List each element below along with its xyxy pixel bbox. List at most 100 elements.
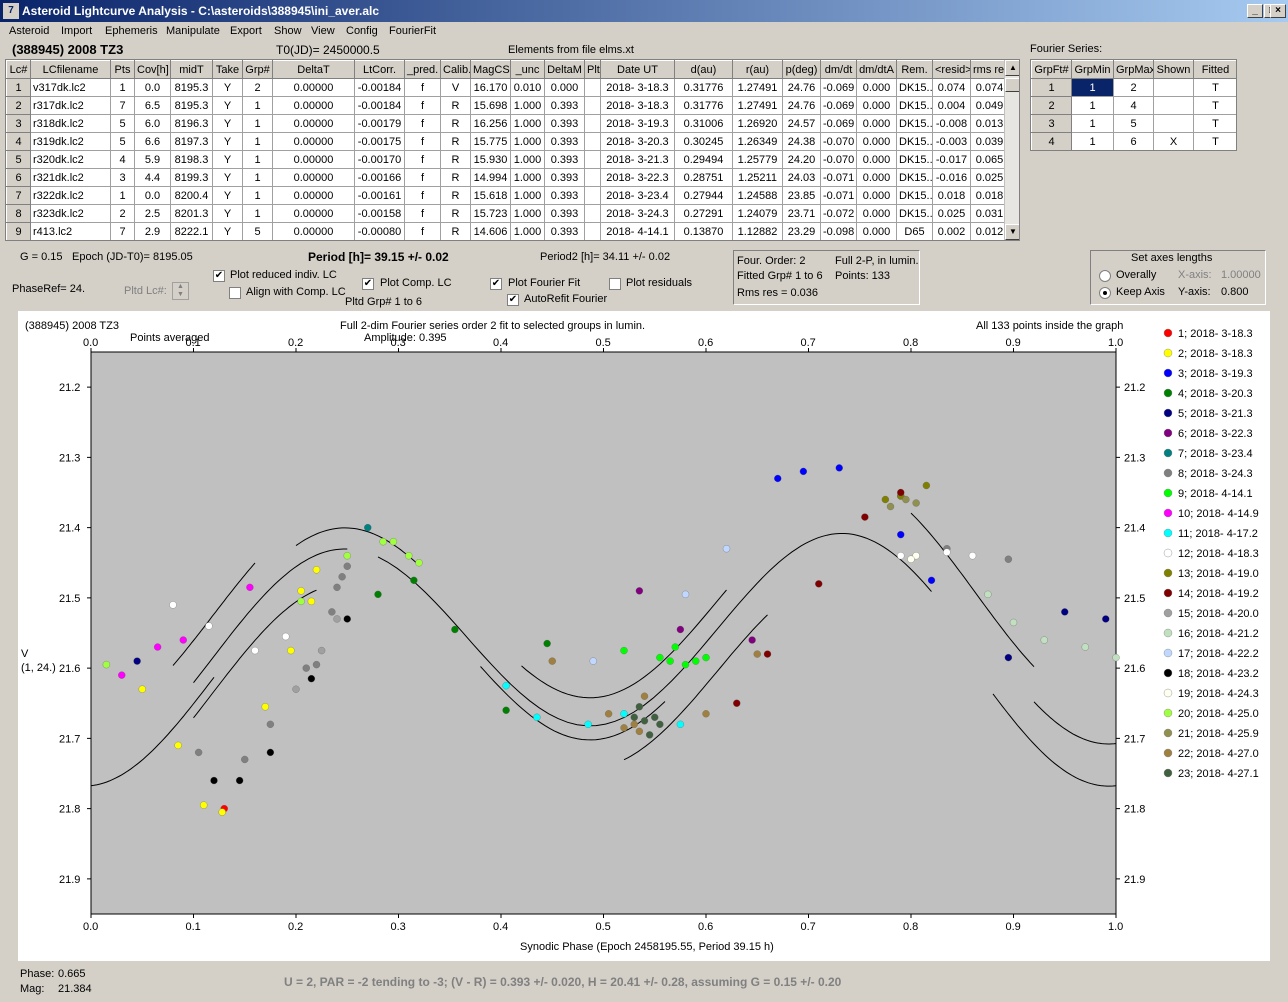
- xaxis-value[interactable]: 1.00000: [1221, 269, 1261, 281]
- table-cell[interactable]: 8195.3: [170, 78, 213, 97]
- table-row[interactable]: 4 r319dk.lc2 5 6.6 8197.3 Y 1 0.00000 -0.00175 f R…: [6, 132, 1009, 151]
- table-cell[interactable]: 24.57: [782, 114, 821, 133]
- table-cell[interactable]: 2018- 4-14.1: [600, 222, 675, 240]
- table-cell[interactable]: R: [440, 114, 471, 133]
- table-cell[interactable]: [584, 186, 601, 205]
- data-point[interactable]: [681, 660, 690, 669]
- fourier-col-header[interactable]: Fitted: [1193, 60, 1236, 79]
- table-cell[interactable]: 0.018: [970, 186, 1009, 205]
- lc-col-header[interactable]: p(deg): [782, 60, 821, 79]
- data-point[interactable]: [343, 615, 351, 623]
- data-point[interactable]: [984, 590, 992, 599]
- lc-col-header[interactable]: midT: [170, 60, 213, 79]
- data-point[interactable]: [502, 682, 510, 690]
- table-row[interactable]: 2 r317dk.lc2 7 6.5 8195.3 Y 1 0.00000 -0.00184 f R…: [6, 96, 1009, 115]
- data-point[interactable]: [753, 650, 761, 658]
- table-cell[interactable]: 0.30245: [674, 132, 733, 151]
- data-point[interactable]: [451, 625, 459, 634]
- table-cell[interactable]: 0.00000: [272, 132, 355, 151]
- table-cell[interactable]: r320dk.lc2: [30, 150, 111, 169]
- table-cell[interactable]: X: [1153, 132, 1194, 150]
- table-cell[interactable]: 0.393: [544, 96, 585, 115]
- table-cell[interactable]: 1: [110, 78, 135, 97]
- table-cell[interactable]: Y: [212, 96, 243, 115]
- overally-radio[interactable]: [1099, 270, 1111, 282]
- table-cell[interactable]: 0.27291: [674, 204, 733, 223]
- table-cell[interactable]: 1.24588: [732, 186, 783, 205]
- table-cell[interactable]: 0.004: [932, 96, 971, 115]
- lc-col-header[interactable]: Date UT: [600, 60, 675, 79]
- data-point[interactable]: [297, 597, 305, 606]
- table-cell[interactable]: 4: [1113, 96, 1154, 115]
- table-cell[interactable]: V: [440, 78, 471, 97]
- table-cell[interactable]: 1: [242, 132, 273, 151]
- table-cell[interactable]: [584, 150, 601, 169]
- table-cell[interactable]: 0.13870: [674, 222, 733, 240]
- table-cell[interactable]: f: [404, 96, 441, 115]
- table-cell[interactable]: 0.0: [134, 78, 171, 97]
- table-cell[interactable]: Y: [212, 150, 243, 169]
- menu-ephemeris[interactable]: Ephemeris: [105, 25, 158, 37]
- table-cell[interactable]: 2018- 3-24.3: [600, 204, 675, 223]
- data-point[interactable]: [640, 692, 649, 700]
- menu-view[interactable]: View: [311, 25, 335, 37]
- data-point[interactable]: [635, 703, 644, 711]
- table-cell[interactable]: 0.000: [856, 132, 897, 151]
- table-cell[interactable]: 0.00000: [272, 78, 355, 97]
- data-point[interactable]: [292, 685, 300, 693]
- table-cell[interactable]: 1: [1071, 114, 1114, 133]
- data-point[interactable]: [620, 646, 628, 655]
- table-cell[interactable]: r413.lc2: [30, 222, 111, 240]
- lc-col-header[interactable]: dm/dtA: [856, 60, 897, 79]
- table-cell[interactable]: 0.00000: [272, 186, 355, 205]
- table-cell[interactable]: f: [404, 78, 441, 97]
- row-header[interactable]: 9: [6, 222, 31, 240]
- lc-col-header[interactable]: <resid>: [932, 60, 971, 79]
- data-point[interactable]: [102, 660, 111, 669]
- align-comp-checkbox[interactable]: [229, 287, 241, 299]
- table-cell[interactable]: 16.170: [470, 78, 511, 97]
- table-cell[interactable]: 8222.1: [170, 222, 213, 240]
- table-cell[interactable]: 1.25779: [732, 150, 783, 169]
- lc-col-header[interactable]: DeltaT: [272, 60, 355, 79]
- table-cell[interactable]: T: [1193, 132, 1236, 150]
- table-cell[interactable]: 14.994: [470, 168, 511, 187]
- table-cell[interactable]: [584, 114, 601, 133]
- plot-residuals-checkbox[interactable]: [609, 278, 621, 290]
- table-cell[interactable]: 2018- 3-20.3: [600, 132, 675, 151]
- table-cell[interactable]: -0.00170: [354, 150, 405, 169]
- data-point[interactable]: [200, 801, 208, 809]
- data-point[interactable]: [656, 720, 664, 728]
- table-cell[interactable]: 0.393: [544, 132, 585, 151]
- row-header[interactable]: 1: [6, 78, 31, 97]
- table-cell[interactable]: 1: [1071, 78, 1114, 97]
- table-cell[interactable]: DK15..: [896, 114, 933, 133]
- table-cell[interactable]: 15.698: [470, 96, 511, 115]
- table-cell[interactable]: 2018- 3-19.3: [600, 114, 675, 133]
- table-cell[interactable]: f: [404, 168, 441, 187]
- table-cell[interactable]: DK15..: [896, 78, 933, 97]
- table-cell[interactable]: 0.393: [544, 168, 585, 187]
- table-cell[interactable]: 0.393: [544, 114, 585, 133]
- table-cell[interactable]: 0.000: [856, 204, 897, 223]
- table-cell[interactable]: 1: [242, 204, 273, 223]
- table-cell[interactable]: 8199.3: [170, 168, 213, 187]
- data-point[interactable]: [194, 748, 203, 757]
- data-point[interactable]: [907, 555, 915, 563]
- close-button[interactable]: ×: [1270, 4, 1286, 18]
- table-cell[interactable]: 1.000: [510, 114, 545, 133]
- table-cell[interactable]: DK15..: [896, 132, 933, 151]
- table-cell[interactable]: Y: [212, 78, 243, 97]
- table-cell[interactable]: 0.31776: [674, 96, 733, 115]
- table-cell[interactable]: 1.000: [510, 150, 545, 169]
- table-cell[interactable]: 0.025: [932, 204, 971, 223]
- table-cell[interactable]: 0.000: [856, 186, 897, 205]
- data-point[interactable]: [312, 660, 321, 669]
- table-cell[interactable]: 0.0: [134, 186, 171, 205]
- fourier-col-header[interactable]: GrpMax: [1113, 60, 1154, 79]
- data-point[interactable]: [630, 713, 638, 721]
